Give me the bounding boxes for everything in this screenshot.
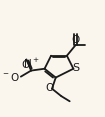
Text: S: S	[72, 63, 79, 73]
Text: O: O	[46, 83, 54, 93]
Text: O: O	[22, 60, 30, 70]
Text: O: O	[71, 35, 79, 45]
Text: $^-$O: $^-$O	[1, 71, 20, 83]
Text: N$^+$: N$^+$	[23, 57, 40, 70]
